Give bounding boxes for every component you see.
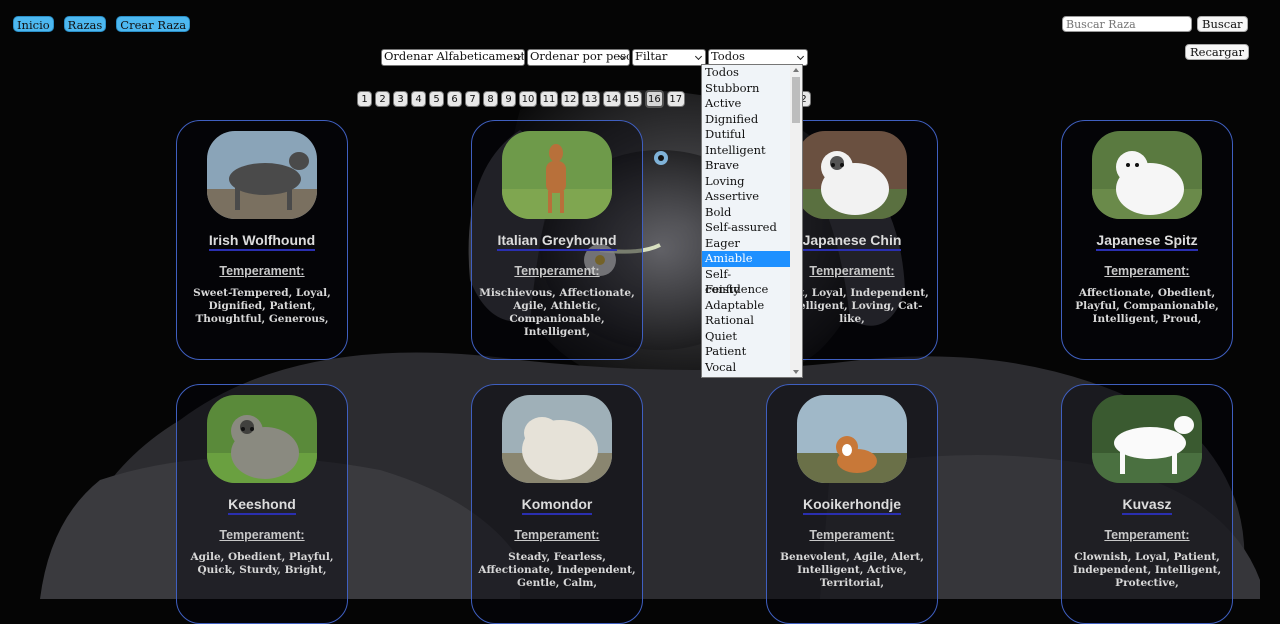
dog-photo[interactable] — [502, 131, 612, 219]
page-button[interactable]: 8 — [483, 91, 498, 107]
breed-name[interactable]: Japanese Spitz — [1096, 232, 1198, 251]
breed-name[interactable]: Keeshond — [228, 496, 296, 515]
dropdown-option[interactable]: Intelligent — [705, 142, 766, 157]
scroll-down-icon[interactable] — [793, 370, 799, 374]
dropdown-option[interactable]: Adaptable — [705, 297, 765, 312]
search-input[interactable] — [1062, 16, 1192, 32]
dropdown-option[interactable]: Vocal — [705, 359, 737, 374]
search-bar: Buscar — [1062, 16, 1248, 32]
pagination: 1 2 3 4 5 6 7 8 9 10 11 12 13 14 15 16 17 — [357, 90, 685, 108]
breed-name[interactable]: Komondor — [521, 496, 593, 515]
temperament-label: Temperament: — [219, 528, 305, 542]
page-button[interactable]: 17 — [666, 91, 685, 107]
breed-card[interactable]: Irish Wolfhound Temperament: Sweet-Tempe… — [176, 120, 348, 360]
temperament-label: Temperament: — [1104, 528, 1190, 542]
dropdown-option[interactable]: Feisty — [705, 282, 740, 296]
temperament-text: Agile, Obedient, Playful, Quick, Sturdy,… — [190, 551, 334, 576]
razas-button[interactable]: Razas — [63, 16, 107, 32]
dog-photo[interactable] — [207, 395, 317, 483]
scroll-up-icon[interactable] — [793, 68, 799, 72]
dropdown-option[interactable]: Patient — [705, 344, 747, 358]
temperament-text: Steady, Fearless, Affectionate, Independ… — [478, 551, 636, 589]
filter-select[interactable]: Filtar — [632, 49, 706, 66]
dropdown-option[interactable]: Stubborn — [705, 80, 760, 95]
dropdown-option[interactable]: Quiet — [705, 328, 737, 343]
page-button[interactable]: 15 — [624, 91, 642, 107]
order-alphabetical-select[interactable]: Ordenar Alfabeticamente — [381, 49, 525, 66]
page-button[interactable]: 2 — [375, 91, 390, 107]
breed-name[interactable]: Italian Greyhound — [497, 232, 617, 251]
dog-photo[interactable] — [502, 395, 612, 483]
page-button[interactable]: 6 — [447, 91, 462, 107]
page-button[interactable]: 11 — [540, 91, 558, 107]
inicio-button[interactable]: Inicio — [13, 16, 54, 32]
temperament-text: Clownish, Loyal, Patient, Independent, I… — [1072, 551, 1222, 589]
breed-card[interactable]: Japanese Spitz Temperament: Affectionate… — [1061, 120, 1233, 360]
page-button[interactable]: 7 — [465, 91, 480, 107]
dog-photo[interactable] — [797, 131, 907, 219]
dropdown-option[interactable]: Assertive — [705, 189, 760, 203]
dropdown-option[interactable]: Amiable — [702, 251, 790, 267]
breed-card[interactable]: Italian Greyhound Temperament: Mischievo… — [471, 120, 643, 360]
reload-button[interactable]: Recargar — [1185, 44, 1249, 60]
temperament-dropdown-list[interactable]: Todos Stubborn Active Dignified Dutiful Intel… — [701, 64, 803, 378]
order-weight-select[interactable]: Ordenar por peso — [527, 49, 630, 66]
dropdown-option[interactable]: Dutiful — [705, 127, 746, 141]
page-button[interactable]: 3 — [393, 91, 408, 107]
temperament-text: Mischievous, Affectionate, Agile, Athlet… — [479, 287, 635, 338]
dropdown-option[interactable]: Self-assured — [705, 220, 777, 234]
temperament-text: Sweet-Tempered, Loyal, Dignified, Patien… — [193, 287, 331, 325]
dropdown-option[interactable]: Active — [705, 96, 742, 110]
search-button[interactable]: Buscar — [1197, 16, 1248, 32]
crear-raza-button[interactable]: Crear Raza — [116, 16, 191, 32]
dog-photo[interactable] — [207, 131, 317, 219]
page-button[interactable]: 14 — [603, 91, 621, 107]
dropdown-scrollbar[interactable] — [790, 65, 802, 377]
dropdown-option[interactable]: Bold — [705, 204, 732, 219]
temperament-text: Affectionate, Obedient, Playful, Compani… — [1075, 287, 1219, 325]
page-button[interactable]: 9 — [501, 91, 516, 107]
temperament-text: Alert, Loyal, Independent, Intelligent, … — [775, 287, 929, 325]
page-button[interactable]: 1 — [357, 91, 372, 107]
page-button[interactable]: 13 — [582, 91, 600, 107]
breed-card[interactable]: Komondor Temperament: Steady, Fearless, … — [471, 384, 643, 624]
temperament-label: Temperament: — [514, 264, 600, 278]
dropdown-option[interactable]: Dignified — [705, 111, 759, 126]
dropdown-option[interactable]: Loving — [705, 173, 745, 188]
page-button[interactable]: 4 — [411, 91, 426, 107]
dropdown-option[interactable]: Brave — [705, 158, 740, 172]
top-nav: Inicio Razas Crear Raza — [13, 16, 191, 32]
breed-name[interactable]: Kooikerhondje — [802, 496, 901, 515]
page-button[interactable]: 10 — [519, 91, 537, 107]
dog-photo[interactable] — [1092, 131, 1202, 219]
dropdown-option[interactable]: Rational — [705, 313, 754, 327]
page-button[interactable]: 16 — [645, 90, 664, 108]
temperament-label: Temperament: — [219, 264, 305, 278]
dog-photo[interactable] — [1092, 395, 1202, 483]
temperament-label: Temperament: — [1104, 264, 1190, 278]
temperament-label: Temperament: — [809, 264, 895, 278]
temperament-label: Temperament: — [809, 528, 895, 542]
page-button[interactable]: 5 — [429, 91, 444, 107]
breed-name[interactable]: Irish Wolfhound — [208, 232, 316, 251]
breed-card[interactable]: Keeshond Temperament: Agile, Obedient, P… — [176, 384, 348, 624]
dog-photo[interactable] — [797, 395, 907, 483]
breed-card[interactable]: Kooikerhondje Temperament: Benevolent, A… — [766, 384, 938, 624]
scroll-thumb[interactable] — [792, 77, 800, 123]
breed-name[interactable]: Japanese Chin — [802, 232, 902, 251]
dropdown-option[interactable]: Self-confidence — [705, 266, 769, 297]
dropdown-option[interactable]: Todos — [705, 65, 739, 79]
breed-card[interactable]: Kuvasz Temperament: Clownish, Loyal, Pat… — [1061, 384, 1233, 624]
temperament-label: Temperament: — [514, 528, 600, 542]
breed-name[interactable]: Kuvasz — [1122, 496, 1172, 515]
dropdown-option[interactable]: Eager — [705, 235, 740, 250]
temperament-text: Benevolent, Agile, Alert, Intelligent, A… — [780, 551, 924, 589]
page-button[interactable]: 12 — [561, 91, 579, 107]
